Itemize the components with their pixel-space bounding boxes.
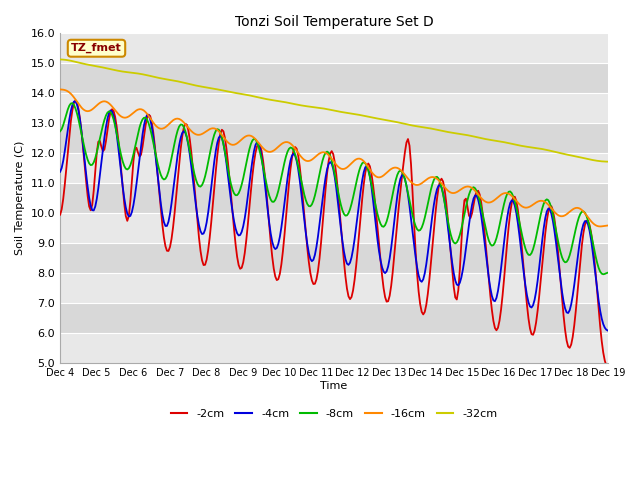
X-axis label: Time: Time — [321, 381, 348, 391]
Bar — [60, 153, 608, 183]
Bar — [60, 213, 608, 243]
Bar — [60, 243, 608, 273]
Y-axis label: Soil Temperature (C): Soil Temperature (C) — [15, 141, 25, 255]
Bar — [60, 123, 608, 153]
Title: Tonzi Soil Temperature Set D: Tonzi Soil Temperature Set D — [235, 15, 433, 29]
Bar — [60, 183, 608, 213]
Bar — [60, 303, 608, 333]
Bar — [60, 63, 608, 93]
Bar — [60, 93, 608, 123]
Bar — [60, 333, 608, 363]
Legend: -2cm, -4cm, -8cm, -16cm, -32cm: -2cm, -4cm, -8cm, -16cm, -32cm — [166, 405, 502, 423]
Bar — [60, 273, 608, 303]
Text: TZ_fmet: TZ_fmet — [71, 43, 122, 53]
Bar — [60, 33, 608, 63]
